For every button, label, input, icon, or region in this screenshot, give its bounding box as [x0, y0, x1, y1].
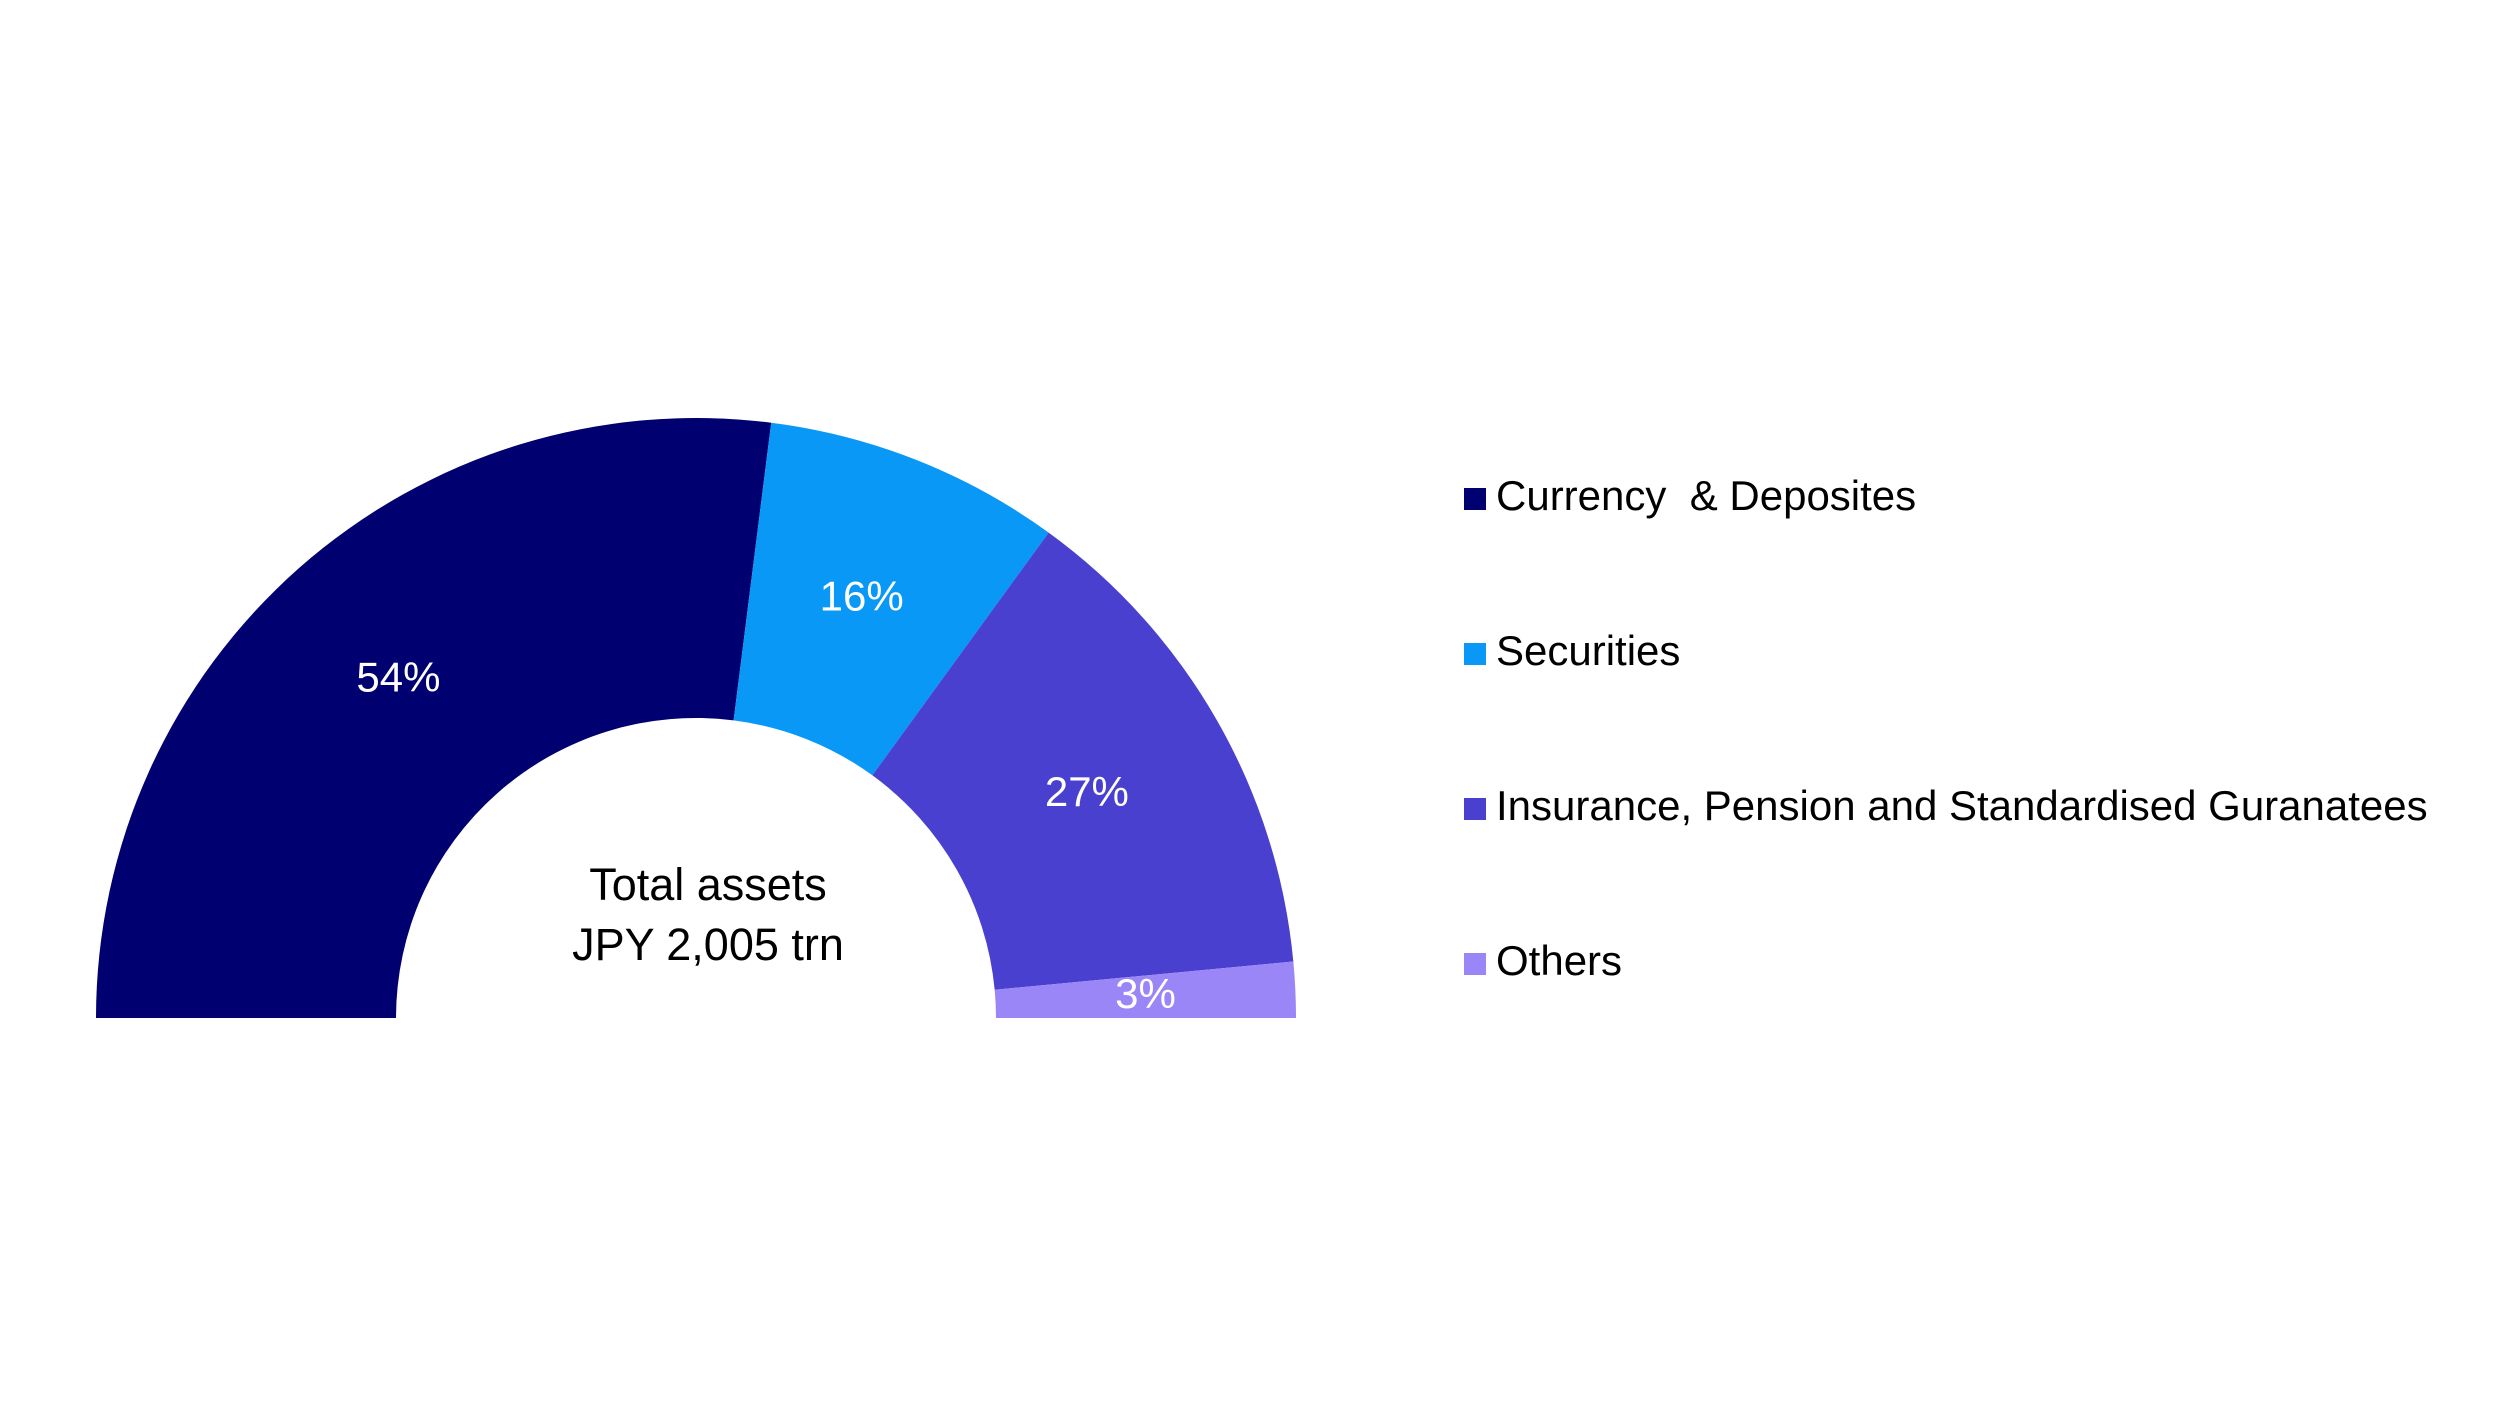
data-label: 27%: [1045, 768, 1129, 815]
legend-label: Currency & Deposites: [1496, 472, 1916, 519]
legend-swatch: [1464, 488, 1486, 510]
donut-segment: [96, 418, 772, 1018]
data-label: 16%: [820, 573, 904, 620]
center-text: JPY 2,005 trn: [572, 919, 844, 970]
donut-segment: [872, 532, 1294, 990]
legend-label: Securities: [1496, 627, 1680, 674]
legend-swatch: [1464, 798, 1486, 820]
legend-label: Insurance, Pension and Standardised Gura…: [1496, 782, 2428, 829]
data-label: 54%: [356, 654, 440, 701]
center-text: Total assets: [589, 859, 827, 910]
donut-segment: [733, 422, 1049, 776]
legend-label: Others: [1496, 937, 1622, 984]
legend-swatch: [1464, 643, 1486, 665]
donut-segment: [994, 961, 1296, 1018]
data-label: 3%: [1115, 970, 1176, 1017]
legend-swatch: [1464, 953, 1486, 975]
